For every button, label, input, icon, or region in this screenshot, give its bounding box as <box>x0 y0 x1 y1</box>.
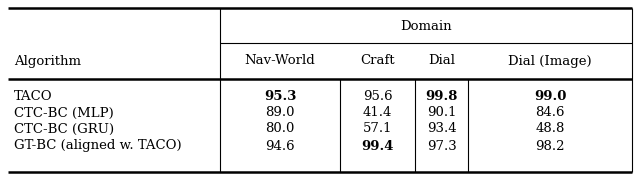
Text: 94.6: 94.6 <box>265 139 295 152</box>
Text: GT-BC (aligned w. TACO): GT-BC (aligned w. TACO) <box>14 139 182 152</box>
Text: 89.0: 89.0 <box>265 107 295 119</box>
Text: 57.1: 57.1 <box>363 122 392 135</box>
Text: 80.0: 80.0 <box>266 122 294 135</box>
Text: CTC-BC (GRU): CTC-BC (GRU) <box>14 122 114 135</box>
Text: Dial: Dial <box>428 55 455 68</box>
Text: 84.6: 84.6 <box>535 107 564 119</box>
Text: 99.8: 99.8 <box>426 91 458 104</box>
Text: Domain: Domain <box>400 20 452 33</box>
Text: Algorithm: Algorithm <box>14 55 81 68</box>
Text: Craft: Craft <box>360 55 395 68</box>
Text: CTC-BC (MLP): CTC-BC (MLP) <box>14 107 114 119</box>
Text: 41.4: 41.4 <box>363 107 392 119</box>
Text: 98.2: 98.2 <box>535 139 564 152</box>
Text: 95.6: 95.6 <box>363 91 392 104</box>
Text: 97.3: 97.3 <box>427 139 456 152</box>
Text: 95.3: 95.3 <box>264 91 296 104</box>
Text: 48.8: 48.8 <box>535 122 564 135</box>
Text: 99.0: 99.0 <box>534 91 566 104</box>
Text: 90.1: 90.1 <box>427 107 456 119</box>
Text: 93.4: 93.4 <box>427 122 456 135</box>
Text: TACO: TACO <box>14 91 52 104</box>
Text: Nav-World: Nav-World <box>244 55 316 68</box>
Text: Dial (Image): Dial (Image) <box>508 55 592 68</box>
Text: 99.4: 99.4 <box>361 139 394 152</box>
